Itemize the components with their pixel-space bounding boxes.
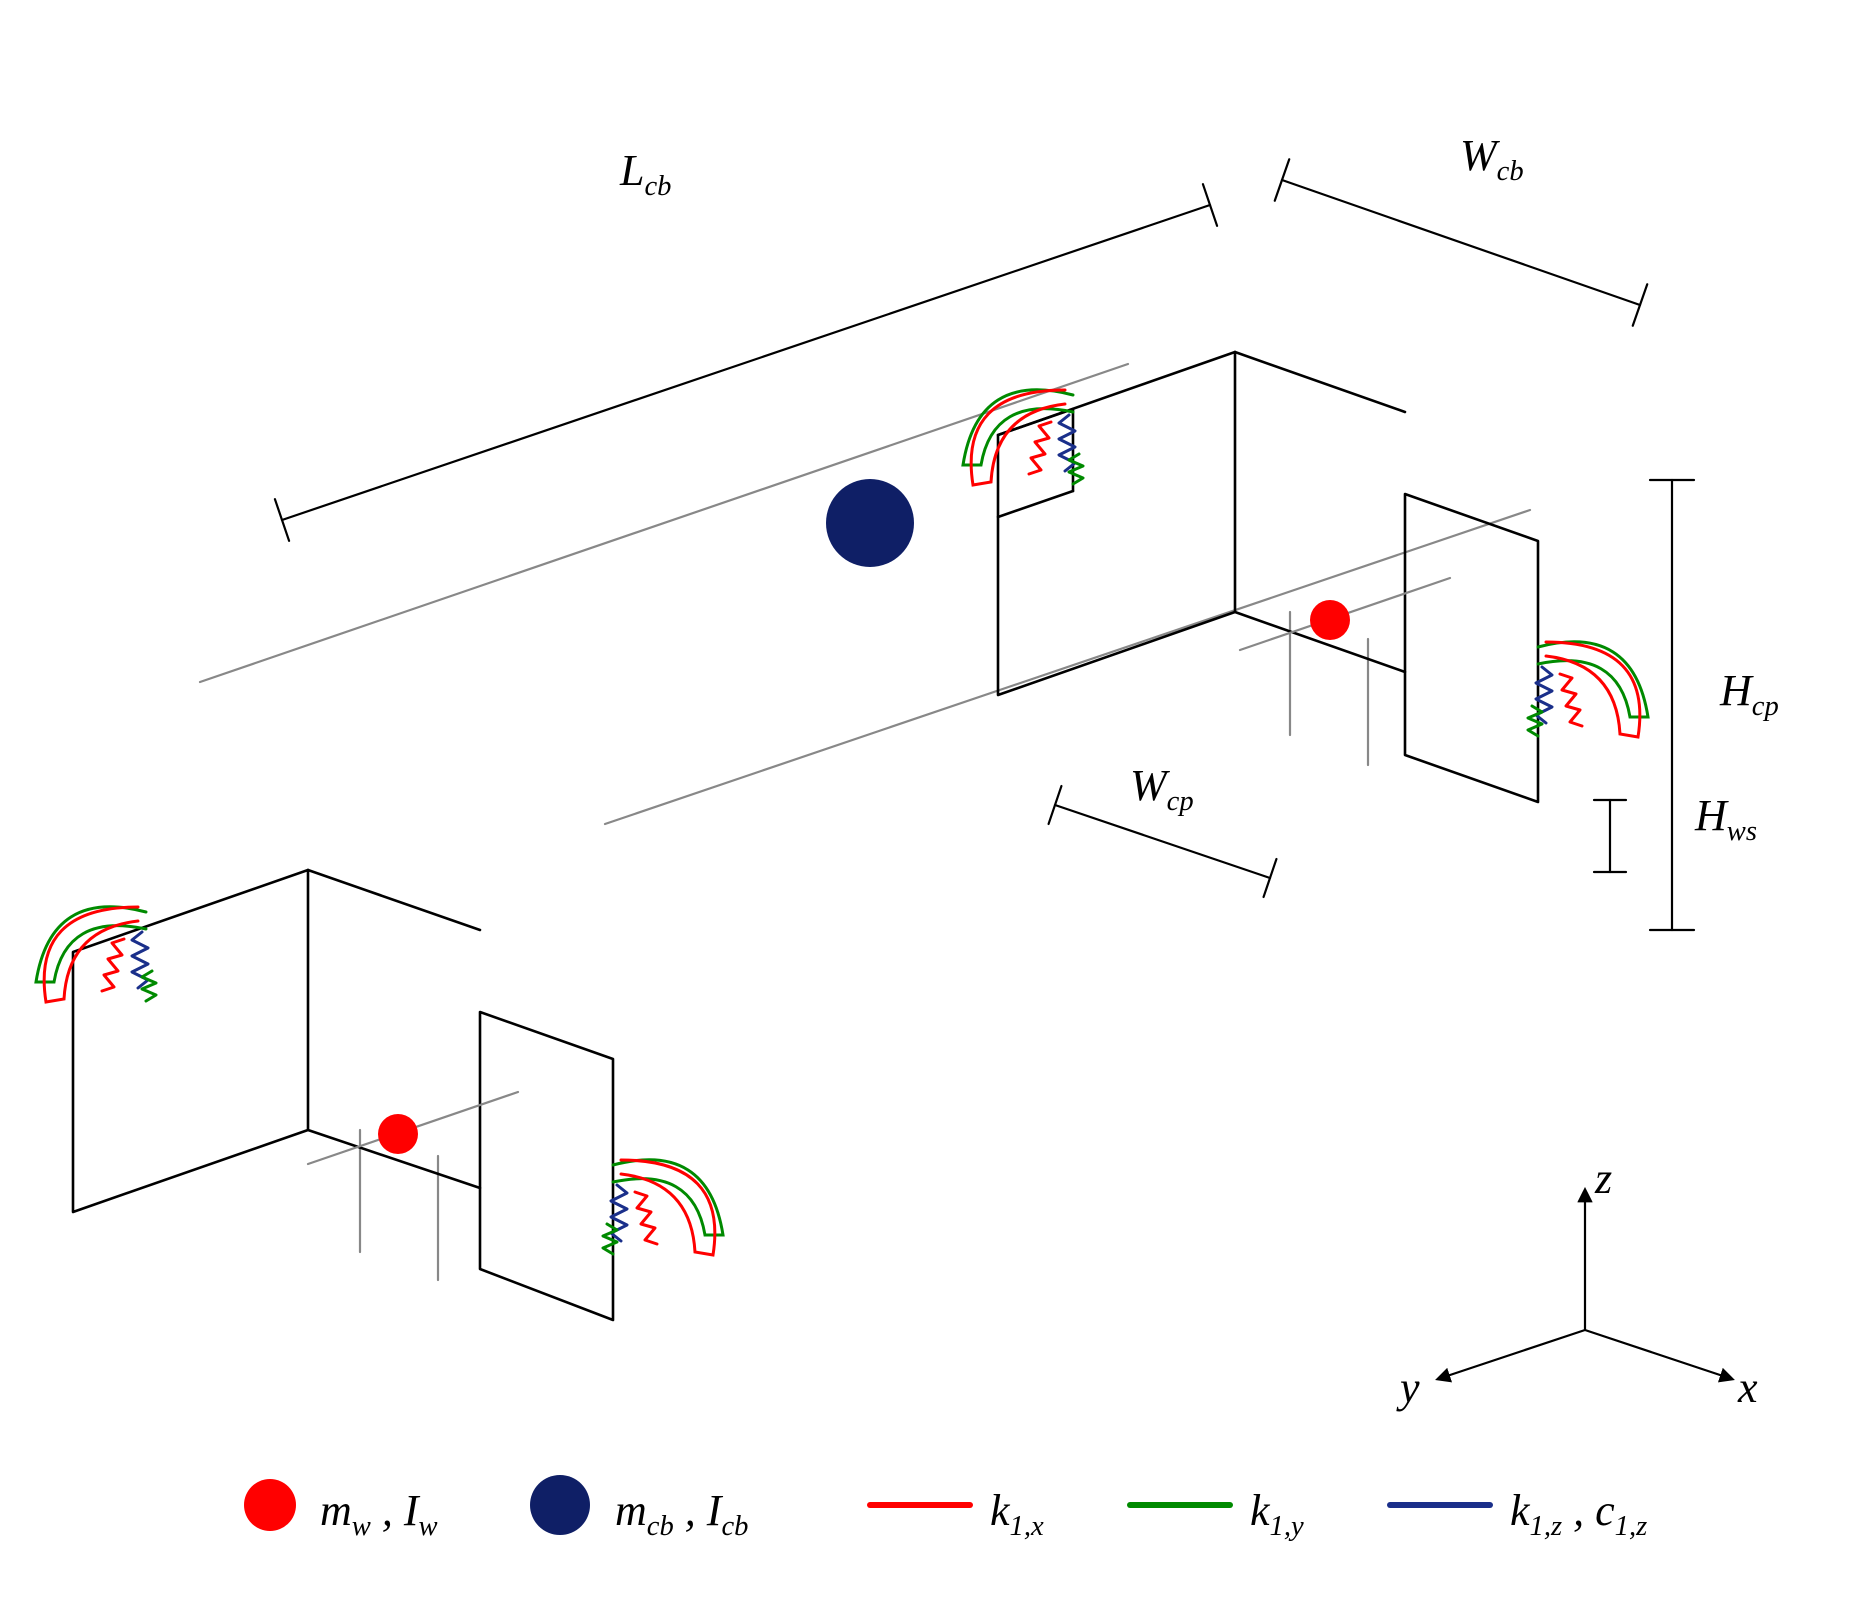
diagram-canvas: Lcb Wcb Wcp Hcp Hws z x y mw , Iw mcb , Icb k1,x k1…: [0, 0, 1862, 1603]
legend-3: k1,y: [1250, 1485, 1304, 1543]
axis-x: x: [1738, 1362, 1758, 1413]
diagram-svg: [0, 0, 1862, 1603]
axis-y: y: [1400, 1362, 1420, 1413]
legend-1: mcb , Icb: [615, 1485, 748, 1543]
label-Wcp: Wcp: [1130, 760, 1194, 818]
label-Wcb: Wcb: [1460, 130, 1524, 188]
legend-2: k1,x: [990, 1485, 1044, 1543]
label-Lcb: Lcb: [620, 145, 671, 203]
label-Hcp: Hcp: [1720, 665, 1779, 723]
legend-4: k1,z , c1,z: [1510, 1485, 1647, 1543]
axis-z: z: [1595, 1153, 1612, 1204]
legend-0: mw , Iw: [320, 1485, 438, 1543]
label-Hws: Hws: [1695, 790, 1757, 848]
